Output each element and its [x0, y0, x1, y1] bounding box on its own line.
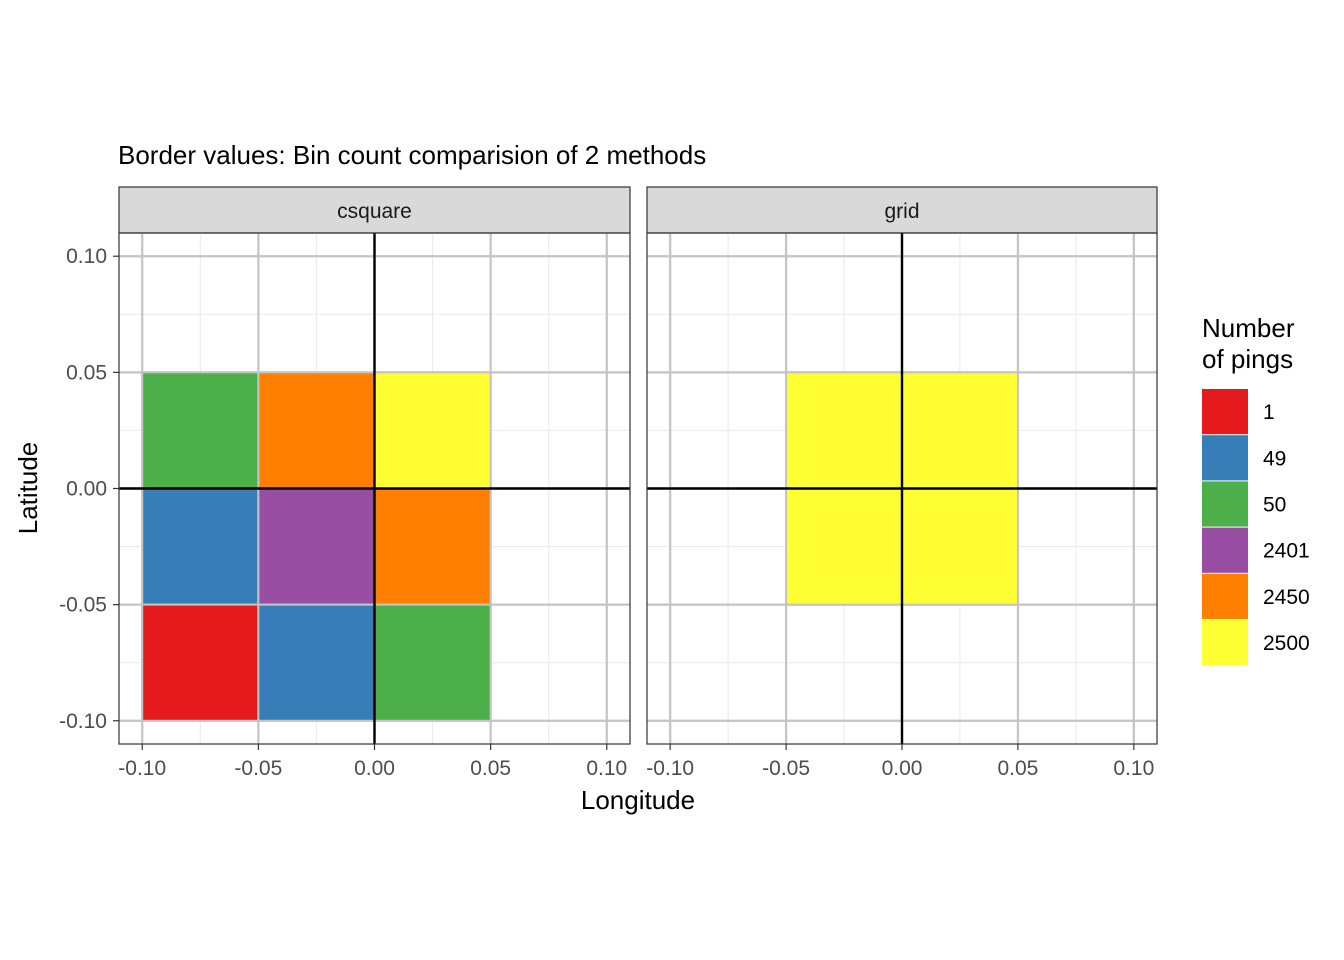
heatmap-cell [373, 371, 492, 490]
x-tick-label: 0.05 [997, 757, 1038, 780]
heatmap-cell [373, 487, 492, 606]
legend-swatch [1202, 389, 1248, 435]
legend-swatch [1202, 573, 1248, 619]
legend-title-line: Number [1202, 313, 1295, 343]
x-tick-label: 0.10 [586, 757, 627, 780]
x-tick-label: 0.00 [882, 757, 923, 780]
heatmap-cell [901, 371, 1019, 490]
legend-swatch [1202, 620, 1248, 666]
y-tick-label: -0.10 [59, 710, 107, 733]
heatmap-cell [257, 371, 376, 490]
y-tick-label: -0.05 [59, 594, 107, 617]
legend-label: 2500 [1263, 632, 1310, 655]
legend-label: 1 [1263, 401, 1275, 424]
y-tick-label: 0.05 [66, 361, 107, 384]
x-tick-label: -0.05 [234, 757, 282, 780]
legend-swatch [1202, 527, 1248, 573]
heatmap-cell [141, 487, 260, 606]
heatmap-cell [257, 487, 376, 606]
x-tick-label: 0.05 [470, 757, 511, 780]
facet-strip-label: csquare [337, 200, 412, 223]
legend-swatch [1202, 435, 1248, 481]
x-axis-title: Longitude [581, 785, 695, 815]
heatmap-cell [141, 371, 260, 490]
heatmap-cell [785, 371, 903, 490]
x-tick-label: 0.00 [354, 757, 395, 780]
panel-csquare: csquare -0.10 -0.05 0.00 0.05 0.10 -0.10 -0.05 0… [59, 186, 631, 780]
facet-strip [118, 186, 631, 234]
heatmap-cell [141, 603, 260, 722]
x-tick-label: -0.10 [646, 757, 694, 780]
legend-label: 2401 [1263, 540, 1310, 563]
facet-strip [646, 186, 1158, 234]
legend-label: 50 [1263, 494, 1286, 517]
y-tick-label: 0.00 [66, 478, 107, 501]
heatmap-cell [785, 487, 903, 606]
heatmap-cell [373, 603, 492, 722]
heatmap-cell [901, 487, 1019, 606]
panel-grid: grid -0.10 -0.05 0.00 0.05 0.10 [646, 186, 1158, 780]
legend-label: 2450 [1263, 586, 1310, 609]
chart-title: Border values: Bin count comparision of … [118, 140, 706, 170]
legend-label: 49 [1263, 447, 1286, 470]
legend-title-line: of pings [1202, 344, 1293, 374]
legend-swatch [1202, 481, 1248, 527]
x-tick-label: -0.05 [762, 757, 810, 780]
facet-panels: csquare -0.10 -0.05 0.00 0.05 0.10 -0.10 -0.05 0… [59, 186, 1158, 780]
y-tick-label: 0.10 [66, 245, 107, 268]
facet-strip-label: grid [884, 200, 919, 223]
x-tick-label: -0.10 [118, 757, 166, 780]
heatmap-cell [257, 603, 376, 722]
y-axis-title: Latitude [13, 442, 43, 535]
x-tick-label: 0.10 [1113, 757, 1154, 780]
